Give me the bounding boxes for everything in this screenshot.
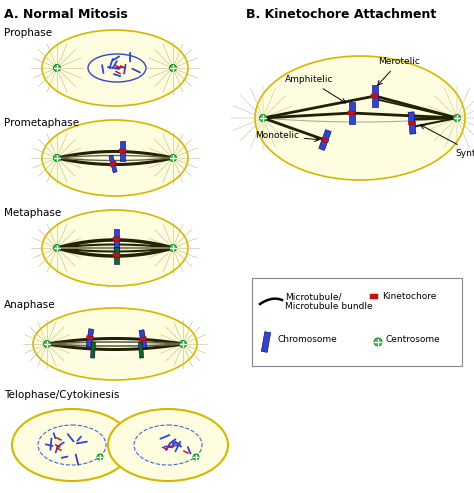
Bar <box>120 141 126 161</box>
Bar <box>321 137 329 143</box>
Bar <box>348 111 356 115</box>
Ellipse shape <box>33 308 197 380</box>
Bar <box>138 342 144 358</box>
Bar <box>115 246 119 263</box>
Bar <box>349 102 355 124</box>
Ellipse shape <box>12 409 132 481</box>
Bar <box>408 112 416 134</box>
Text: Telophase/Cytokinesis: Telophase/Cytokinesis <box>4 390 119 400</box>
Ellipse shape <box>42 210 188 286</box>
Bar <box>409 121 416 125</box>
Text: Centrosome: Centrosome <box>386 335 441 344</box>
Text: Prophase: Prophase <box>4 28 52 38</box>
Circle shape <box>170 245 176 251</box>
Text: Merotelic: Merotelic <box>378 58 420 85</box>
Bar <box>372 85 378 107</box>
Bar <box>113 253 120 257</box>
Ellipse shape <box>108 409 228 481</box>
Ellipse shape <box>80 333 150 355</box>
Ellipse shape <box>255 56 465 180</box>
Text: Metaphase: Metaphase <box>4 208 61 218</box>
Bar <box>115 229 119 249</box>
Circle shape <box>259 114 266 121</box>
Bar <box>119 149 127 153</box>
Bar <box>86 336 94 340</box>
Bar <box>370 294 378 299</box>
Bar <box>139 337 147 341</box>
Text: Anaphase: Anaphase <box>4 300 55 310</box>
Bar <box>113 237 120 241</box>
Bar <box>261 332 271 352</box>
Text: Amphitelic: Amphitelic <box>285 75 346 103</box>
Bar <box>252 278 462 366</box>
Circle shape <box>170 154 176 162</box>
Text: A. Normal Mitosis: A. Normal Mitosis <box>4 8 128 21</box>
Bar <box>372 94 379 98</box>
Text: Chromosome: Chromosome <box>278 335 338 344</box>
Ellipse shape <box>42 120 188 196</box>
Bar <box>109 161 117 167</box>
Text: Syntelic: Syntelic <box>420 125 474 157</box>
Circle shape <box>374 338 382 346</box>
Bar <box>139 330 147 348</box>
Circle shape <box>54 245 61 251</box>
Bar <box>86 329 94 347</box>
Circle shape <box>454 114 461 121</box>
Circle shape <box>180 341 186 348</box>
Bar <box>319 130 331 150</box>
Text: B. Kinetochore Attachment: B. Kinetochore Attachment <box>246 8 436 21</box>
Circle shape <box>44 341 51 348</box>
Circle shape <box>54 154 61 162</box>
Text: Kinetochore: Kinetochore <box>382 292 437 301</box>
Text: Prometaphase: Prometaphase <box>4 118 79 128</box>
Bar <box>109 155 117 173</box>
Circle shape <box>54 65 61 71</box>
Text: Monotelic: Monotelic <box>255 132 319 141</box>
Circle shape <box>193 454 199 460</box>
Ellipse shape <box>42 30 188 106</box>
Bar <box>91 342 95 358</box>
Circle shape <box>170 65 176 71</box>
Circle shape <box>97 454 103 460</box>
Text: Microtubule/
Microtubule bundle: Microtubule/ Microtubule bundle <box>285 292 373 312</box>
